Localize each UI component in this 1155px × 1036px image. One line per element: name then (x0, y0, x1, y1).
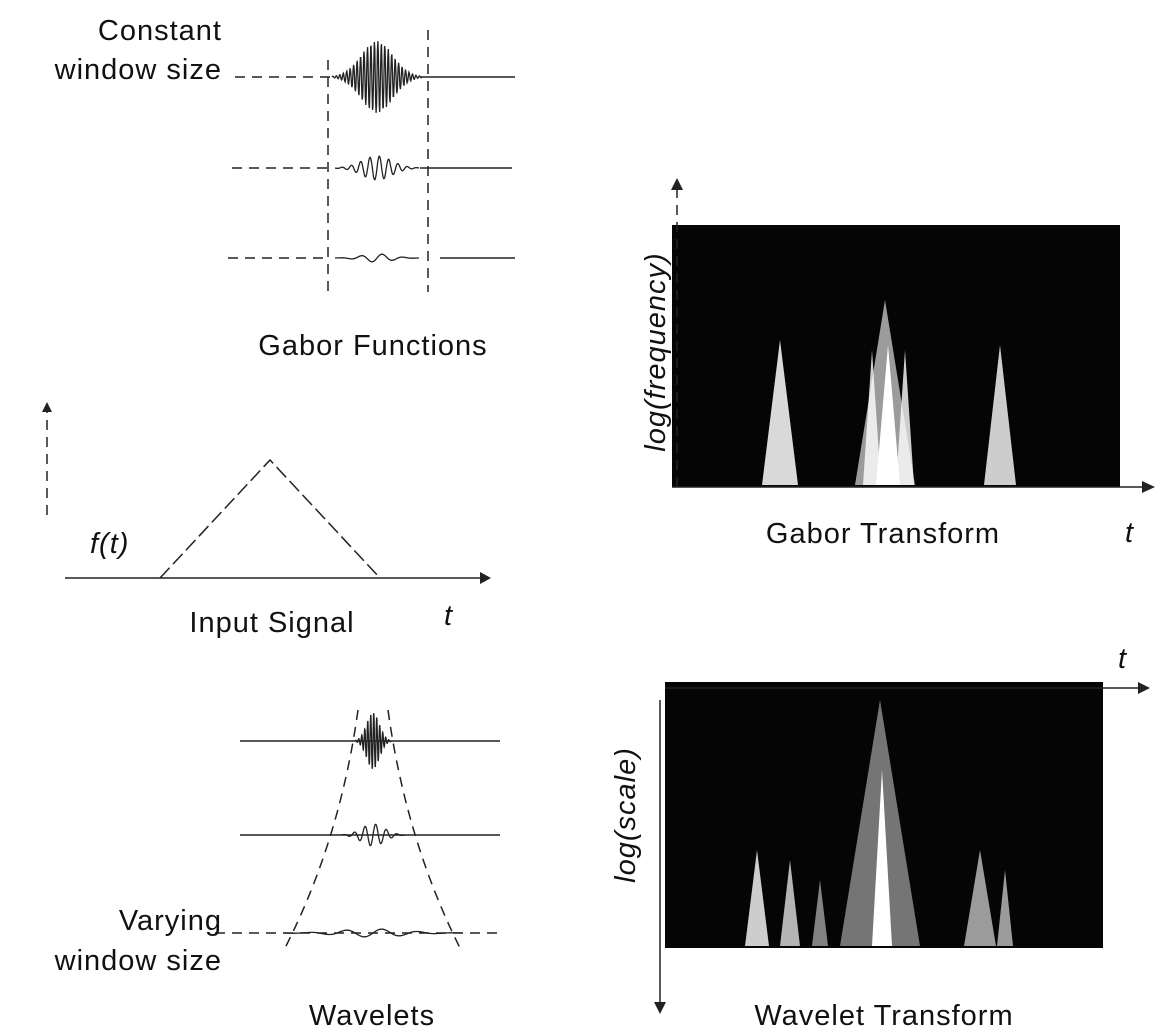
caption: Gabor Functions (258, 330, 487, 362)
spike (896, 350, 914, 485)
axis-label: t (444, 600, 454, 632)
spike (997, 870, 1013, 946)
spike (745, 850, 769, 946)
y-axis-label: log(frequency) (640, 252, 672, 451)
arrow (42, 402, 52, 412)
window-edge (284, 709, 359, 949)
arrow (671, 178, 683, 190)
spike (984, 345, 1016, 485)
window-edge (387, 709, 461, 949)
wave-packet (283, 928, 463, 938)
wave-packet (331, 41, 423, 113)
spike (964, 850, 996, 946)
y-axis-label: log(scale) (610, 747, 642, 883)
wave-packet (335, 253, 419, 263)
annotation: window size (54, 54, 222, 86)
caption: Wavelet Transform (754, 1000, 1013, 1032)
spikes (762, 300, 1016, 485)
annotation: Varying (119, 905, 222, 937)
caption: Input Signal (189, 607, 354, 639)
x-axis-label: t (1125, 517, 1135, 549)
caption: Gabor Transform (766, 518, 1000, 550)
spike (812, 880, 828, 946)
wave-packet (354, 713, 392, 769)
wave-packet (341, 823, 405, 847)
x-axis-label: t (1118, 643, 1128, 675)
spike (872, 770, 892, 946)
wave-packet (334, 155, 420, 181)
arrow (480, 572, 491, 584)
wave-packets (283, 41, 463, 938)
spike (762, 340, 798, 485)
signal (159, 458, 381, 579)
spike (863, 350, 881, 485)
function-label: f(t) (90, 528, 129, 560)
spike (780, 860, 800, 946)
annotation: window size (54, 945, 222, 977)
spike (876, 345, 900, 485)
arrow (654, 1002, 666, 1014)
arrow (1142, 481, 1155, 493)
annotation: Constant (98, 15, 222, 47)
spikes (745, 700, 1013, 946)
caption: Wavelets (309, 1000, 435, 1032)
arrow (1138, 682, 1150, 694)
